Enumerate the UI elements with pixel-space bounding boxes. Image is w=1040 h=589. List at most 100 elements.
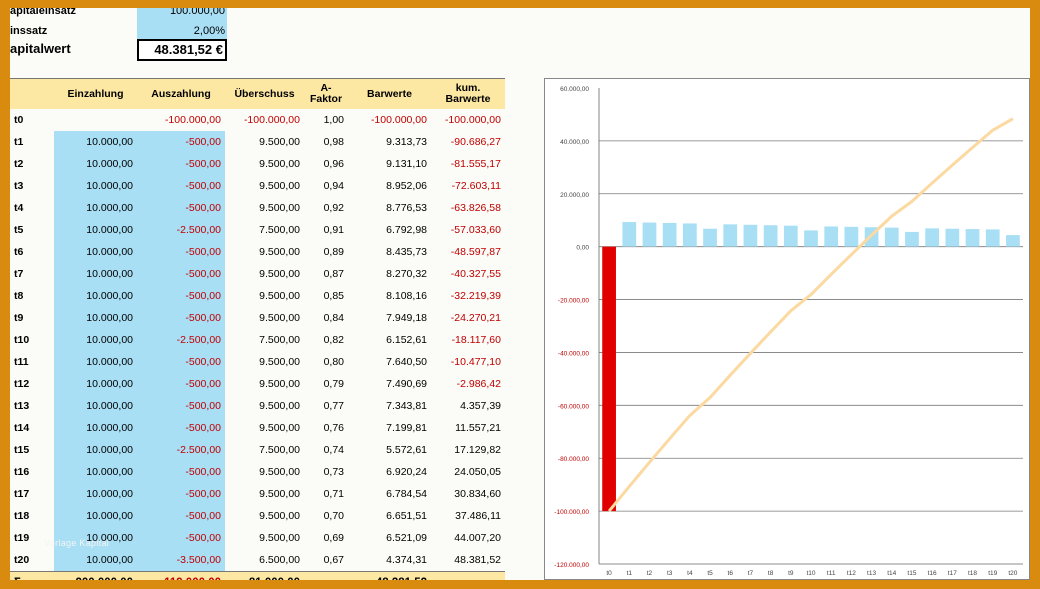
cell-ueberschuss[interactable]: 9.500,00 [259,488,300,500]
cell-einzahlung[interactable]: 10.000,00 [54,329,137,351]
cell-barwert[interactable]: 7.490,69 [386,378,427,390]
cell-ueberschuss[interactable]: 7.500,00 [259,224,300,236]
cell-einzahlung[interactable]: 10.000,00 [54,549,137,572]
cell-auszahlung[interactable]: -500,00 [137,285,225,307]
cell-a-faktor[interactable]: 0,82 [323,334,344,346]
cell-kum-barwert[interactable]: -57.033,60 [450,224,501,236]
cell-auszahlung[interactable]: -500,00 [137,395,225,417]
cell-barwert[interactable]: 8.270,32 [386,268,427,280]
cell-einzahlung[interactable]: 10.000,00 [54,263,137,285]
cell-ueberschuss[interactable]: 9.500,00 [259,356,300,368]
cell-einzahlung[interactable]: 10.000,00 [54,285,137,307]
cell-auszahlung[interactable]: -500,00 [137,307,225,329]
cell-ueberschuss[interactable]: 9.500,00 [259,268,300,280]
chart-area[interactable]: 60.000,00 40.000,00 20.000,00 0,00 -20.000,0… [544,78,1030,580]
cell-ueberschuss[interactable]: 9.500,00 [259,422,300,434]
cell-auszahlung[interactable]: -500,00 [137,483,225,505]
cell-einzahlung[interactable]: 10.000,00 [54,461,137,483]
cell-ueberschuss[interactable]: 9.500,00 [259,532,300,544]
cell-a-faktor[interactable]: 0,84 [323,312,344,324]
invest-cell[interactable]: 100.000,00 [137,8,227,21]
cell-einzahlung[interactable]: 10.000,00 [54,483,137,505]
cell-barwert[interactable]: 6.651,51 [386,510,427,522]
cell-barwert[interactable]: 6.792,98 [386,224,427,236]
cell-kum-barwert[interactable]: 24.050,05 [454,466,501,478]
cell-barwert[interactable]: 8.952,06 [386,180,427,192]
cell-kum-barwert[interactable]: 11.557,21 [455,422,501,434]
cell-ueberschuss[interactable]: 9.500,00 [259,290,300,302]
cell-a-faktor[interactable]: 1,00 [323,114,344,126]
cell-a-faktor[interactable]: 0,80 [323,356,344,368]
cell-barwert[interactable]: 7.949,18 [386,312,427,324]
cell-ueberschuss[interactable]: 9.500,00 [259,400,300,412]
cell-auszahlung[interactable]: -500,00 [137,527,225,549]
cell-ueberschuss[interactable]: 9.500,00 [259,466,300,478]
cell-einzahlung[interactable]: 10.000,00 [54,395,137,417]
cell-ueberschuss[interactable]: 9.500,00 [259,180,300,192]
cell-einzahlung[interactable]: 10.000,00 [54,197,137,219]
cell-einzahlung[interactable]: 10.000,00 [54,505,137,527]
cell-kum-barwert[interactable]: -48.597,87 [450,246,501,258]
cell-barwert[interactable]: 9.313,73 [386,136,427,148]
cell-kum-barwert[interactable]: -90.686,27 [450,136,501,148]
cell-auszahlung[interactable]: -500,00 [137,373,225,395]
cell-auszahlung[interactable]: -2.500,00 [137,219,225,241]
cell-auszahlung[interactable]: -500,00 [137,263,225,285]
cell-kum-barwert[interactable]: -18.117,60 [451,334,501,346]
cell-barwert[interactable]: 8.435,73 [386,246,427,258]
cell-auszahlung[interactable]: -2.500,00 [137,329,225,351]
cell-auszahlung[interactable]: -100.000,00 [164,114,221,126]
cell-auszahlung[interactable]: -2.500,00 [137,439,225,461]
cell-auszahlung[interactable]: -500,00 [137,241,225,263]
cell-a-faktor[interactable]: 0,87 [323,268,344,280]
cell-kum-barwert[interactable]: 37.486,11 [455,510,501,522]
cell-kum-barwert[interactable]: 17.129,82 [454,444,501,456]
sum-faktor[interactable] [304,571,348,580]
cell-barwert[interactable]: 6.521,09 [386,532,427,544]
sum-auszahlung[interactable]: -119.000,00 [137,571,225,580]
cell-einzahlung[interactable]: 10.000,00 [54,527,137,549]
cell-barwert[interactable]: 9.131,10 [386,158,427,170]
cell-kum-barwert[interactable]: 44.007,20 [454,532,501,544]
cell-barwert[interactable]: 7.640,50 [386,356,427,368]
cell-a-faktor[interactable]: 0,92 [323,202,344,214]
cell-einzahlung[interactable]: 10.000,00 [54,373,137,395]
cell-auszahlung[interactable]: -500,00 [137,461,225,483]
cell-kum-barwert[interactable]: 4.357,39 [460,400,501,412]
cell-barwert[interactable]: 7.343,81 [386,400,427,412]
cell-kum-barwert[interactable]: -32.219,39 [450,290,501,302]
cell-auszahlung[interactable]: -500,00 [137,175,225,197]
cell-a-faktor[interactable]: 0,74 [323,444,344,456]
cell-a-faktor[interactable]: 0,71 [323,488,344,500]
cell-kum-barwert[interactable]: 48.381,52 [454,554,501,566]
cell-a-faktor[interactable]: 0,89 [323,246,344,258]
cell-ueberschuss[interactable]: 6.500,00 [259,554,300,566]
cell-a-faktor[interactable]: 0,98 [323,136,344,148]
cell-a-faktor[interactable]: 0,85 [323,290,344,302]
cell-kum-barwert[interactable]: 30.834,60 [454,488,501,500]
cell-barwert[interactable]: 6.784,54 [386,488,427,500]
cell-kum-barwert[interactable]: -63.826,58 [450,202,501,214]
sum-einzahlung[interactable]: 200.000,00 [54,571,137,580]
cell-barwert[interactable]: 7.199,81 [386,422,427,434]
cell-auszahlung[interactable]: -500,00 [137,131,225,153]
cell-kum-barwert[interactable]: -2.986,42 [456,378,501,390]
cell-a-faktor[interactable]: 0,96 [323,158,344,170]
cell-einzahlung[interactable]: 10.000,00 [54,153,137,175]
cell-ueberschuss[interactable]: 9.500,00 [259,136,300,148]
cell-a-faktor[interactable]: 0,76 [323,422,344,434]
cell-kum-barwert[interactable]: -81.555,17 [450,158,501,170]
cell-a-faktor[interactable]: 0,70 [323,510,344,522]
cell-barwert[interactable]: -100.000,00 [370,114,427,126]
cell-ueberschuss[interactable]: 9.500,00 [259,312,300,324]
cell-einzahlung[interactable]: 10.000,00 [54,439,137,461]
cell-barwert[interactable]: 8.108,16 [386,290,427,302]
cell-a-faktor[interactable]: 0,67 [323,554,344,566]
cell-ueberschuss[interactable]: 9.500,00 [259,510,300,522]
cell-auszahlung[interactable]: -500,00 [137,197,225,219]
rate-cell[interactable]: 2,00% [137,21,227,41]
cell-a-faktor[interactable]: 0,94 [323,180,344,192]
sum-barwerte[interactable]: 48.381,52 [348,571,431,580]
cell-einzahlung[interactable]: 10.000,00 [54,351,137,373]
cell-einzahlung[interactable]: 10.000,00 [54,219,137,241]
